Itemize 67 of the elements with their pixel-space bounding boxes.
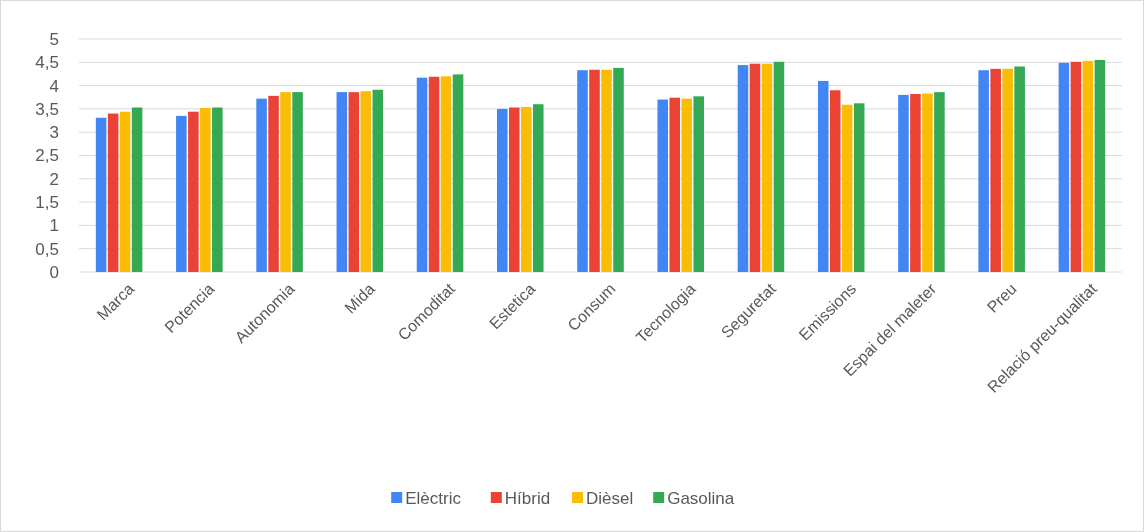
bar xyxy=(497,108,508,272)
bar xyxy=(360,91,372,272)
bar xyxy=(1070,61,1082,272)
legend-label: Dièsel xyxy=(586,488,634,508)
bar xyxy=(176,115,187,272)
bar xyxy=(1014,66,1025,272)
y-tick-label: 1,5 xyxy=(35,193,59,213)
bar xyxy=(934,92,945,272)
bar xyxy=(737,65,749,272)
bar xyxy=(532,104,544,272)
bar xyxy=(336,92,348,272)
bar xyxy=(520,107,532,272)
legend-label: Híbrid xyxy=(504,488,551,508)
bar xyxy=(990,68,1001,272)
bar xyxy=(348,92,360,272)
bar xyxy=(978,70,989,272)
y-tick-label: 3,5 xyxy=(35,99,59,119)
bar xyxy=(577,70,588,272)
bar xyxy=(898,94,909,272)
bar xyxy=(428,76,440,272)
bar xyxy=(131,107,143,272)
y-tick-label: 5 xyxy=(49,29,59,49)
bar xyxy=(853,103,865,272)
bar xyxy=(829,90,841,272)
bar xyxy=(761,63,773,272)
bar xyxy=(613,67,624,272)
bar xyxy=(372,89,384,272)
bar xyxy=(107,113,119,272)
bar xyxy=(268,95,279,272)
bar xyxy=(292,92,303,272)
bar xyxy=(416,77,428,272)
y-tick-label: 0,5 xyxy=(35,239,59,259)
bar xyxy=(200,107,211,272)
bar xyxy=(922,93,933,272)
bar xyxy=(669,97,681,272)
bar xyxy=(773,61,785,272)
bar xyxy=(440,76,452,272)
bar xyxy=(681,98,692,272)
bar xyxy=(1094,59,1106,272)
bar xyxy=(1002,68,1013,272)
bar xyxy=(841,104,853,272)
bar xyxy=(212,107,223,272)
bar xyxy=(119,111,131,272)
bar xyxy=(1082,60,1094,272)
bar xyxy=(589,69,600,272)
bar xyxy=(749,63,761,272)
y-tick-label: 2 xyxy=(49,169,59,189)
bar xyxy=(1058,62,1070,272)
bar xyxy=(693,96,704,272)
bar xyxy=(657,99,669,272)
y-tick-label: 3 xyxy=(49,123,59,143)
legend-label: Elèctric xyxy=(405,488,462,508)
y-tick-label: 4,5 xyxy=(35,53,59,73)
y-tick-label: 4 xyxy=(49,76,59,96)
y-tick-label: 0 xyxy=(49,262,59,282)
bar xyxy=(95,117,107,272)
bar xyxy=(817,80,829,272)
bar xyxy=(188,111,199,272)
bar xyxy=(910,93,921,272)
bar xyxy=(601,69,612,272)
bar xyxy=(509,107,520,272)
bar xyxy=(280,92,291,272)
legend-label: Gasolina xyxy=(667,488,735,508)
bar xyxy=(452,74,464,272)
y-tick-label: 1 xyxy=(49,216,59,236)
y-tick-label: 2,5 xyxy=(35,146,59,166)
bar xyxy=(256,98,267,272)
